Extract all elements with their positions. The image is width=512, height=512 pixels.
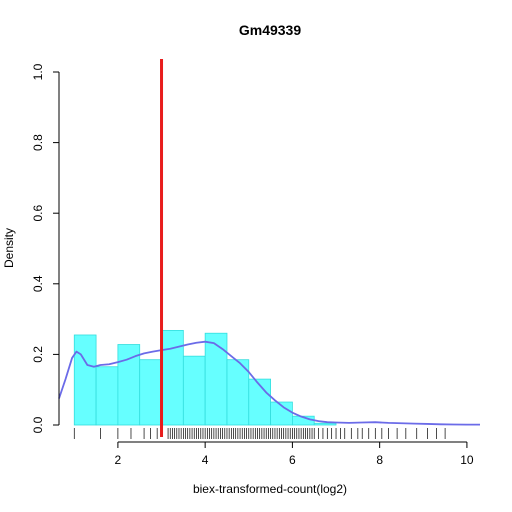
x-tick-label-0: 2	[115, 453, 122, 467]
x-axis: 2 4 6 8 10	[115, 441, 474, 467]
histogram-bar-3	[139, 359, 162, 426]
histogram-bar-11	[313, 422, 337, 426]
y-tick-label-4: 0.8	[31, 134, 45, 151]
histogram-bar-5	[182, 355, 206, 426]
y-tick-label-1: 0.2	[31, 346, 45, 363]
chart-title: Gm49339	[239, 22, 301, 38]
density-curve-layer	[58, 340, 480, 426]
histogram-bar-0	[73, 334, 97, 426]
histogram-bar-4	[161, 329, 184, 426]
rug-marks	[73, 428, 446, 439]
y-tick-label-0: 0.0	[31, 416, 45, 433]
histogram-bar-6	[204, 332, 228, 426]
histogram-bar-1	[95, 366, 119, 426]
x-tick-label-4: 10	[460, 453, 474, 467]
y-tick-label-5: 1.0	[31, 63, 45, 80]
y-tick-label-3: 0.6	[31, 205, 45, 222]
x-tick-label-2: 6	[289, 453, 296, 467]
y-axis: 0.0 0.2 0.4 0.6 0.8 1.0	[31, 63, 60, 433]
density-curve	[58, 340, 480, 426]
histogram-bars	[73, 329, 337, 426]
x-tick-label-3: 8	[376, 453, 383, 467]
y-tick-label-2: 0.4	[31, 275, 45, 292]
x-axis-label: biex-transformed-count(log2)	[193, 482, 347, 496]
x-tick-label-1: 4	[202, 453, 209, 467]
y-axis-label: Density	[2, 228, 16, 268]
